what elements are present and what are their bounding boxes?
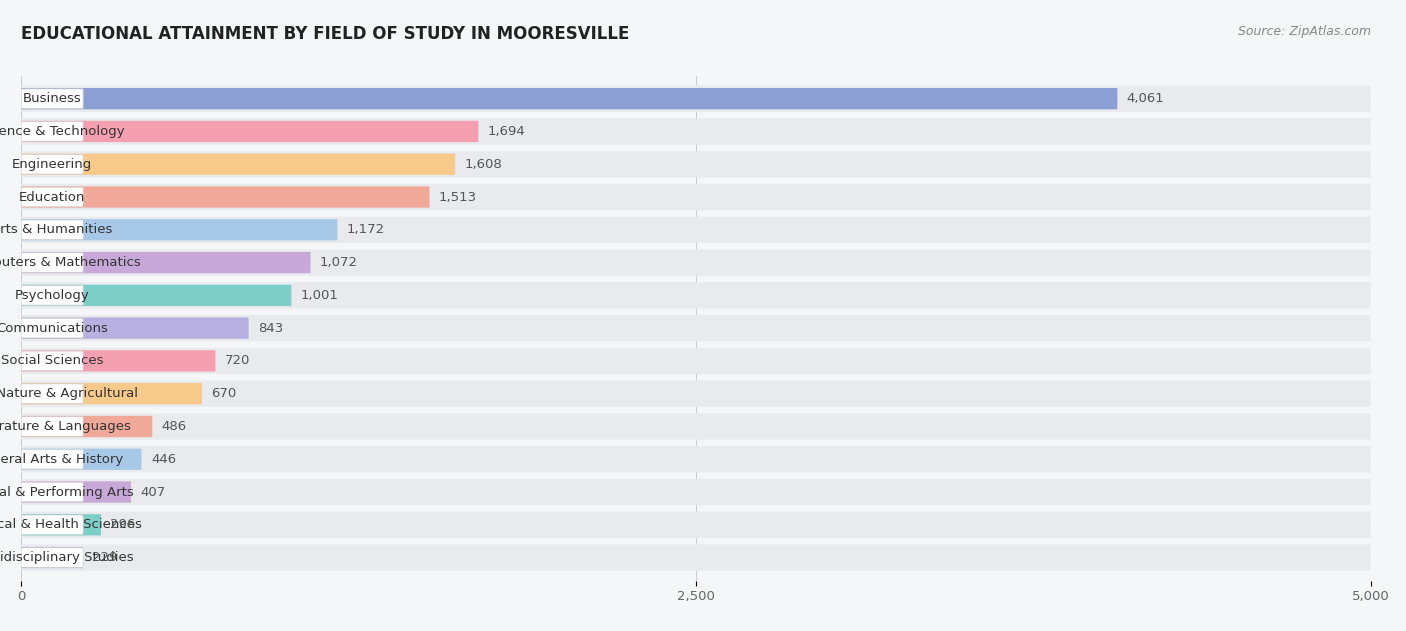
FancyBboxPatch shape [21, 282, 1371, 309]
FancyBboxPatch shape [21, 155, 83, 174]
Text: 1,172: 1,172 [347, 223, 385, 236]
FancyBboxPatch shape [21, 384, 83, 403]
Text: Source: ZipAtlas.com: Source: ZipAtlas.com [1237, 25, 1371, 38]
Text: Science & Technology: Science & Technology [0, 125, 125, 138]
Text: 1,513: 1,513 [439, 191, 477, 204]
FancyBboxPatch shape [21, 446, 1371, 473]
Text: 4,061: 4,061 [1126, 92, 1164, 105]
Text: 229: 229 [93, 551, 118, 564]
FancyBboxPatch shape [21, 416, 83, 436]
FancyBboxPatch shape [21, 482, 83, 502]
FancyBboxPatch shape [21, 220, 83, 240]
FancyBboxPatch shape [21, 219, 337, 240]
FancyBboxPatch shape [21, 315, 1371, 341]
FancyBboxPatch shape [21, 350, 215, 372]
Text: Visual & Performing Arts: Visual & Performing Arts [0, 485, 134, 498]
Text: 720: 720 [225, 355, 250, 367]
FancyBboxPatch shape [21, 121, 478, 142]
FancyBboxPatch shape [21, 253, 83, 273]
FancyBboxPatch shape [21, 380, 1371, 407]
FancyBboxPatch shape [21, 318, 83, 338]
Text: 1,072: 1,072 [321, 256, 359, 269]
Text: 296: 296 [111, 518, 136, 531]
FancyBboxPatch shape [21, 547, 83, 569]
Text: Physical & Health Sciences: Physical & Health Sciences [0, 518, 142, 531]
FancyBboxPatch shape [21, 548, 83, 567]
FancyBboxPatch shape [21, 512, 1371, 538]
Text: Engineering: Engineering [13, 158, 93, 171]
Text: Computers & Mathematics: Computers & Mathematics [0, 256, 141, 269]
FancyBboxPatch shape [21, 515, 83, 534]
Text: Business: Business [22, 92, 82, 105]
FancyBboxPatch shape [21, 545, 1371, 570]
FancyBboxPatch shape [21, 348, 1371, 374]
FancyBboxPatch shape [21, 286, 83, 305]
FancyBboxPatch shape [21, 481, 131, 503]
FancyBboxPatch shape [21, 413, 1371, 440]
Text: 670: 670 [211, 387, 236, 400]
Text: 1,001: 1,001 [301, 289, 339, 302]
Text: Multidisciplinary Studies: Multidisciplinary Studies [0, 551, 134, 564]
Text: Liberal Arts & History: Liberal Arts & History [0, 452, 124, 466]
FancyBboxPatch shape [21, 351, 83, 370]
Text: 1,608: 1,608 [464, 158, 502, 171]
FancyBboxPatch shape [21, 449, 83, 469]
FancyBboxPatch shape [21, 122, 83, 141]
Text: Psychology: Psychology [14, 289, 90, 302]
Text: Literature & Languages: Literature & Languages [0, 420, 131, 433]
Text: 843: 843 [259, 322, 284, 334]
FancyBboxPatch shape [21, 252, 311, 273]
FancyBboxPatch shape [21, 216, 1371, 243]
FancyBboxPatch shape [21, 89, 83, 109]
FancyBboxPatch shape [21, 285, 291, 306]
Text: Education: Education [18, 191, 86, 204]
FancyBboxPatch shape [21, 449, 142, 470]
FancyBboxPatch shape [21, 187, 83, 207]
FancyBboxPatch shape [21, 383, 202, 404]
Text: Bio, Nature & Agricultural: Bio, Nature & Agricultural [0, 387, 138, 400]
Text: 407: 407 [141, 485, 166, 498]
FancyBboxPatch shape [21, 153, 456, 175]
Text: 446: 446 [150, 452, 176, 466]
FancyBboxPatch shape [21, 479, 1371, 505]
FancyBboxPatch shape [21, 317, 249, 339]
FancyBboxPatch shape [21, 184, 1371, 210]
FancyBboxPatch shape [21, 249, 1371, 276]
FancyBboxPatch shape [21, 151, 1371, 177]
Text: EDUCATIONAL ATTAINMENT BY FIELD OF STUDY IN MOORESVILLE: EDUCATIONAL ATTAINMENT BY FIELD OF STUDY… [21, 25, 630, 44]
Text: 486: 486 [162, 420, 187, 433]
Text: Social Sciences: Social Sciences [1, 355, 104, 367]
FancyBboxPatch shape [21, 514, 101, 536]
Text: Arts & Humanities: Arts & Humanities [0, 223, 112, 236]
FancyBboxPatch shape [21, 416, 152, 437]
FancyBboxPatch shape [21, 119, 1371, 144]
FancyBboxPatch shape [21, 88, 1118, 109]
FancyBboxPatch shape [21, 86, 1371, 112]
Text: 1,694: 1,694 [488, 125, 526, 138]
Text: Communications: Communications [0, 322, 108, 334]
FancyBboxPatch shape [21, 186, 429, 208]
